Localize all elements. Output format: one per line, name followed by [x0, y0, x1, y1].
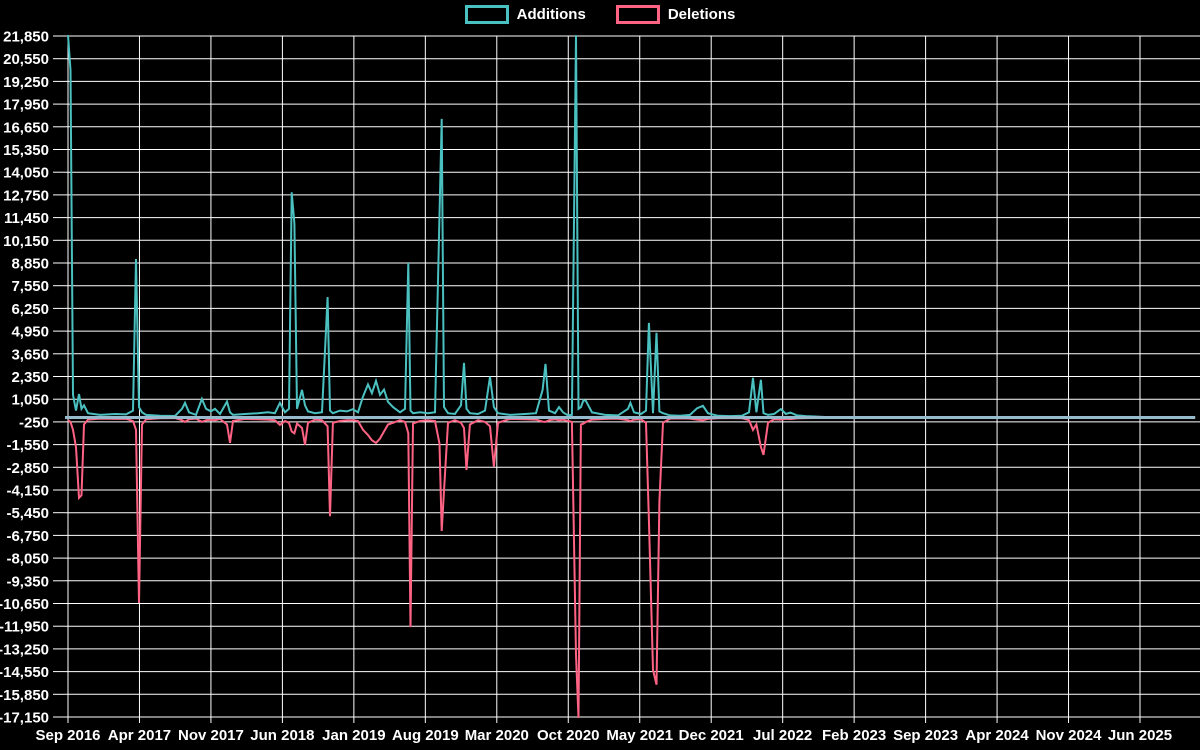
- y-tick-label: -8,050: [6, 551, 49, 568]
- y-tick-label: -11,950: [0, 619, 49, 636]
- x-tick-label: Sep 2023: [893, 727, 958, 744]
- x-tick-label: Apr 2017: [108, 727, 171, 744]
- x-tick-label: Feb 2023: [822, 727, 886, 744]
- y-tick-label: 17,950: [3, 97, 49, 114]
- x-tick-label: Aug 2019: [392, 727, 459, 744]
- y-tick-label: -14,550: [0, 664, 49, 681]
- y-tick-label: 1,050: [11, 392, 49, 409]
- y-tick-label: -6,750: [6, 528, 49, 545]
- deletions-swatch-icon: [615, 5, 660, 24]
- x-tick-label: Oct 2020: [537, 727, 600, 744]
- y-tick-label: -1,550: [6, 437, 49, 454]
- x-tick-label: Jan 2019: [322, 727, 385, 744]
- y-tick-label: 11,450: [4, 210, 49, 227]
- x-tick-label: May 2021: [606, 727, 673, 744]
- x-axis-labels: Sep 2016 Apr 2017 Nov 2017 Jun 2018 Jan 2019…: [35, 727, 1172, 744]
- x-tick-label: Nov 2024: [1036, 727, 1103, 744]
- y-tick-label: 8,850: [11, 256, 49, 273]
- y-tick-label: -10,650: [0, 596, 49, 613]
- x-tick-label: Sep 2016: [35, 727, 100, 744]
- y-tick-label: 10,150: [3, 233, 49, 250]
- y-axis-labels: 21,850 20,550 19,250 17,950 16,650 15,350 14,0…: [0, 29, 49, 727]
- y-tick-label: -250: [19, 414, 49, 431]
- y-tick-label: 20,550: [3, 51, 49, 68]
- x-tick-label: Dec 2021: [679, 727, 744, 744]
- y-tick-label: 15,350: [3, 142, 49, 159]
- y-tick-label: -13,250: [0, 641, 49, 658]
- x-tick-label: Jun 2025: [1108, 727, 1172, 744]
- chart-legend: Additions Deletions: [0, 5, 1200, 24]
- y-tick-label: -9,350: [6, 573, 49, 590]
- legend-label-deletions: Deletions: [667, 6, 736, 23]
- y-tick-label: 21,850: [3, 29, 49, 46]
- y-tick-label: 3,650: [11, 346, 49, 363]
- y-tick-label: 6,250: [11, 301, 49, 318]
- deletions-line: [67, 416, 1196, 718]
- y-tick-label: 4,950: [11, 324, 49, 341]
- y-tick-label: 2,350: [11, 369, 49, 386]
- y-tick-label: -4,150: [6, 483, 49, 500]
- x-tick-label: Nov 2017: [178, 727, 244, 744]
- legend-label-additions: Additions: [516, 6, 586, 23]
- x-tick-label: Jun 2018: [250, 727, 314, 744]
- y-tick-label: -15,850: [0, 687, 49, 704]
- y-tick-label: 16,650: [3, 119, 49, 136]
- additions-swatch-icon: [464, 5, 509, 24]
- x-tick-label: Mar 2020: [465, 727, 529, 744]
- y-tick-label: 14,050: [3, 165, 49, 182]
- legend-item-deletions[interactable]: Deletions: [615, 5, 736, 24]
- x-tick-label: Jul 2022: [753, 727, 812, 744]
- grid-lines: [53, 35, 1200, 723]
- y-tick-label: 12,750: [3, 187, 49, 204]
- y-tick-label: 19,250: [3, 74, 49, 91]
- x-tick-label: Apr 2024: [965, 727, 1029, 744]
- y-tick-label: 7,550: [11, 278, 49, 295]
- y-tick-label: -5,450: [6, 505, 49, 522]
- legend-item-additions[interactable]: Additions: [464, 5, 586, 24]
- y-tick-label: -17,150: [0, 710, 49, 727]
- additions-line: [67, 35, 1196, 419]
- y-tick-label: -2,850: [6, 460, 49, 477]
